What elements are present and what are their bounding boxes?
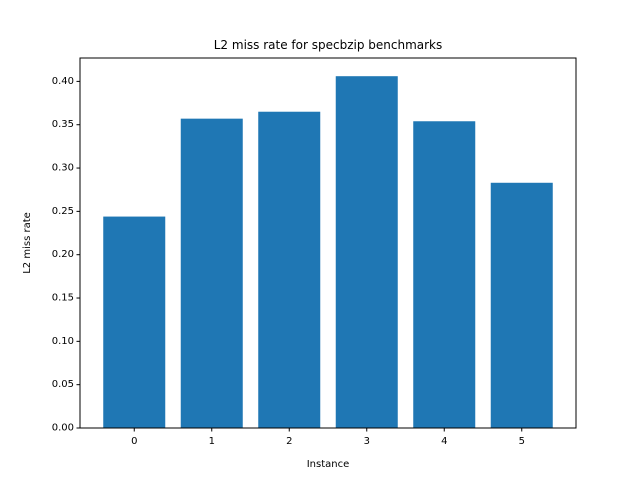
y-tick-label: 0.15: [52, 293, 74, 304]
y-tick-label: 0.40: [52, 76, 74, 87]
plot-area-frame: [79, 57, 577, 429]
bar-4: [413, 121, 476, 428]
bars-layer: [103, 76, 553, 429]
chart-title: L2 miss rate for specbzip benchmarks: [214, 38, 443, 52]
x-tick-label: 5: [519, 436, 525, 447]
bar-1: [180, 118, 243, 429]
y-axis-label: L2 miss rate: [22, 212, 33, 274]
y-axis-ticks: 0.00 0.05 0.10 0.15 0.20 0.25 0.30 0.35 0.40: [52, 76, 80, 434]
y-tick-label: 0.00: [52, 423, 74, 434]
y-tick-label: 0.20: [52, 249, 74, 260]
y-tick-label: 0.30: [52, 163, 74, 174]
bar-5: [490, 182, 553, 428]
bar-0: [103, 216, 166, 428]
y-tick-label: 0.35: [52, 119, 74, 130]
x-tick-label: 4: [441, 436, 447, 447]
x-axis-label: Instance: [307, 459, 350, 470]
x-tick-label: 3: [364, 436, 370, 447]
y-tick-label: 0.05: [52, 379, 74, 390]
x-tick-label: 2: [286, 436, 292, 447]
bar-3: [335, 76, 398, 429]
y-tick-label: 0.25: [52, 206, 74, 217]
x-tick-label: 1: [209, 436, 215, 447]
x-axis-ticks: 0 1 2 3 4 5: [131, 428, 525, 447]
x-tick-label: 0: [131, 436, 137, 447]
bar-2: [258, 111, 321, 428]
y-tick-label: 0.10: [52, 336, 74, 347]
